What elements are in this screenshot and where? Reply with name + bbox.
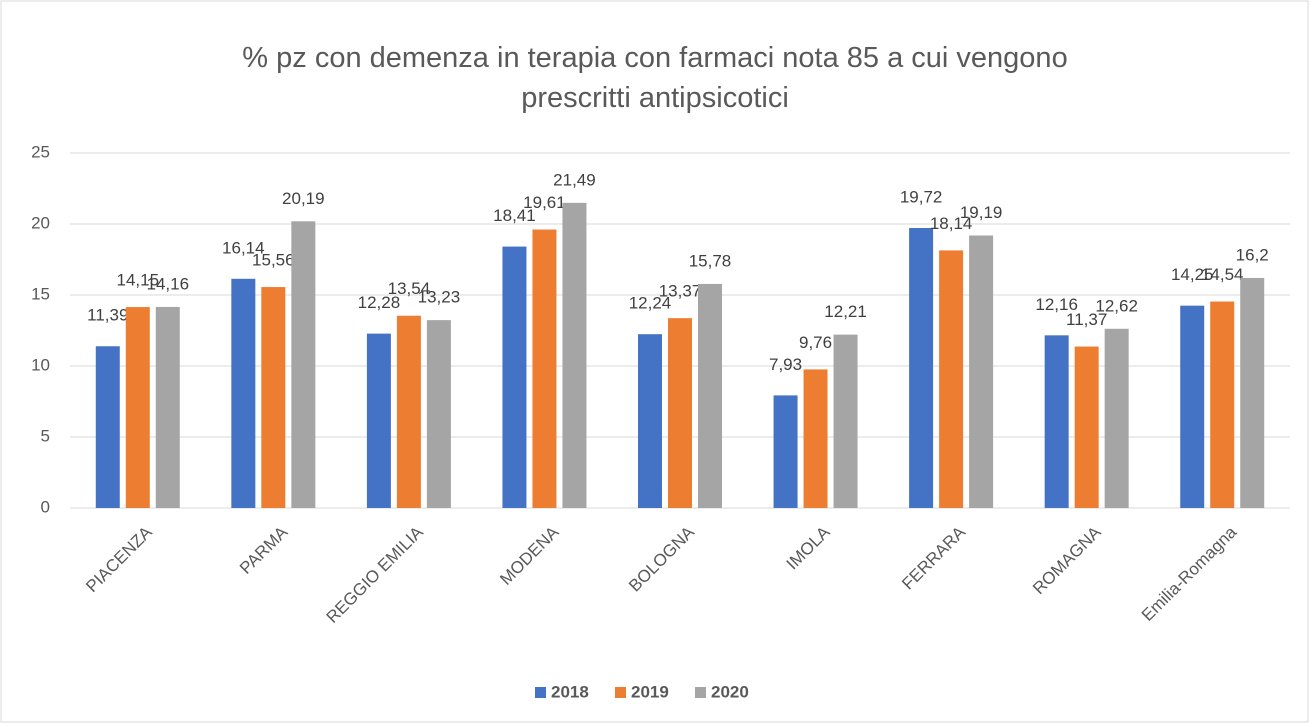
legend-swatch [615, 687, 626, 698]
y-tick-label: 0 [41, 497, 50, 516]
data-label: 16,14 [222, 238, 265, 257]
legend-swatch [535, 687, 546, 698]
legend-label: 2019 [631, 682, 669, 701]
bar [698, 283, 722, 508]
bar [1044, 335, 1069, 508]
x-tick-label: PIACENZA [82, 522, 156, 596]
legend-label: 2018 [551, 682, 589, 701]
data-label: 12,24 [629, 294, 672, 313]
x-tick-label: MODENA [496, 522, 563, 589]
bar [155, 306, 180, 508]
x-tick-label: Emilia-Romagna [1138, 522, 1241, 625]
data-label: 14,54 [1201, 265, 1244, 284]
data-label: 12,28 [358, 293, 401, 312]
bar [95, 346, 120, 508]
bar [291, 221, 316, 508]
data-label: 12,62 [1095, 296, 1138, 315]
bar [909, 227, 934, 508]
bar [773, 395, 798, 508]
bar [1210, 301, 1235, 508]
data-label: 18,14 [930, 214, 973, 233]
y-tick-label: 5 [41, 426, 50, 445]
chart-title: % pz con demenza in terapia con farmaci … [242, 42, 1068, 114]
x-tick-label: IMOLA [783, 522, 834, 573]
data-label: 13,23 [418, 288, 461, 307]
x-tick-label: FERRARA [898, 522, 969, 593]
bar [231, 278, 256, 508]
data-label: 14,16 [147, 274, 190, 293]
data-label: 12,21 [824, 302, 867, 321]
y-tick-label: 10 [31, 355, 50, 374]
bar [426, 320, 451, 508]
bar [1104, 328, 1129, 508]
data-label: 14,15 [117, 271, 160, 290]
x-tick-label: BOLOGNA [625, 522, 698, 595]
data-label: 14,25 [1171, 265, 1214, 284]
data-label: 15,56 [252, 251, 295, 270]
y-tick-label: 15 [31, 284, 50, 303]
data-label: 19,72 [900, 187, 943, 206]
data-label: 18,41 [493, 206, 536, 225]
bar [502, 246, 527, 508]
legend-label: 2020 [711, 682, 749, 701]
legend-swatch [695, 687, 706, 698]
bar [969, 235, 994, 508]
data-label: 19,19 [960, 203, 1003, 222]
data-label: 11,37 [1066, 310, 1107, 329]
bar [1240, 277, 1265, 508]
data-label: 7,93 [769, 355, 802, 374]
data-label: 11,39 [87, 306, 128, 325]
data-label: 15,78 [689, 251, 732, 270]
bar [1180, 305, 1205, 508]
bar [532, 229, 557, 508]
bar [939, 250, 964, 509]
y-tick-label: 20 [31, 213, 50, 232]
x-tick-label: PARMA [236, 522, 292, 578]
data-label: 9,76 [799, 333, 832, 352]
bar [261, 287, 286, 508]
y-tick-label: 25 [31, 142, 50, 161]
bar [125, 307, 150, 508]
data-label: 20,19 [282, 189, 325, 208]
x-tick-label: ROMAGNA [1029, 522, 1105, 598]
x-tick-label: REGGIO EMILIA [323, 522, 428, 627]
bar [366, 333, 391, 508]
bar [396, 315, 421, 508]
data-label: 19,61 [523, 193, 566, 212]
data-label: 13,54 [388, 279, 431, 298]
bar [833, 334, 858, 508]
bar [638, 334, 662, 508]
bar [562, 202, 587, 509]
data-label: 21,49 [553, 170, 596, 189]
bar [1074, 346, 1099, 508]
data-label: 16,2 [1236, 245, 1269, 264]
data-label: 12,16 [1035, 295, 1078, 314]
data-label: 13,37 [659, 282, 702, 301]
bar [668, 318, 692, 508]
bar [803, 369, 828, 508]
